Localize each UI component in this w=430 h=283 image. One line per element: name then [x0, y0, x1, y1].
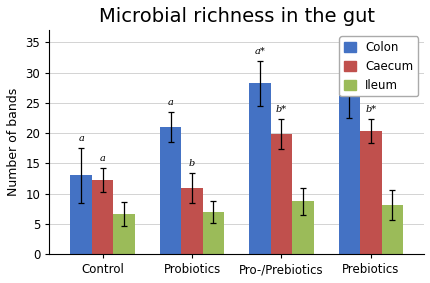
Bar: [160, 127, 181, 254]
Text: a: a: [78, 134, 84, 143]
Bar: [249, 83, 270, 254]
Bar: [338, 95, 359, 254]
Bar: [113, 214, 135, 254]
Bar: [92, 180, 113, 254]
Text: a*: a*: [254, 47, 265, 56]
Text: a*: a*: [343, 58, 354, 67]
Text: a: a: [99, 154, 105, 163]
Bar: [270, 134, 292, 254]
Text: b: b: [188, 159, 195, 168]
Text: b*: b*: [365, 105, 375, 114]
Text: b*: b*: [275, 105, 286, 114]
Legend: Colon, Caecum, Ileum: Colon, Caecum, Ileum: [338, 36, 417, 97]
Bar: [202, 212, 224, 254]
Bar: [70, 175, 92, 254]
Bar: [359, 131, 381, 254]
Y-axis label: Number of bands: Number of bands: [7, 88, 20, 196]
Bar: [181, 188, 202, 254]
Title: Microbial richness in the gut: Microbial richness in the gut: [98, 7, 374, 26]
Bar: [381, 205, 402, 254]
Bar: [292, 201, 313, 254]
Text: a: a: [167, 98, 173, 107]
